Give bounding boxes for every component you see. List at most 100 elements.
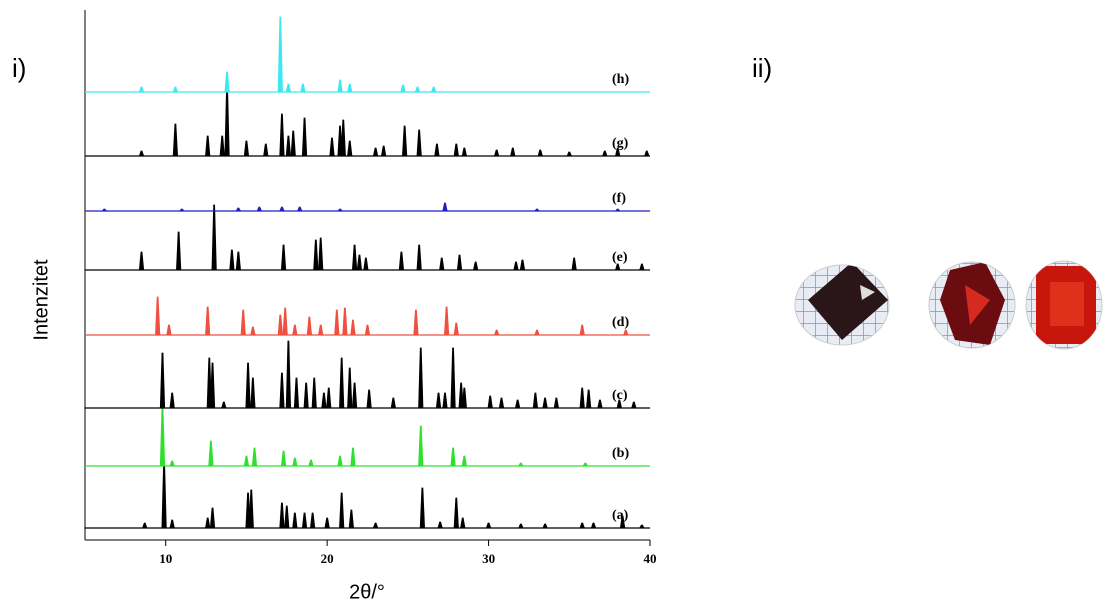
- peak: [356, 254, 363, 271]
- peak: [235, 207, 242, 212]
- panel-label: i): [12, 53, 26, 83]
- peak: [582, 462, 589, 467]
- peak: [280, 244, 287, 271]
- peak: [363, 257, 369, 271]
- series-label: (e): [612, 250, 628, 265]
- peak: [166, 324, 172, 336]
- series-label: (b): [612, 446, 629, 461]
- peak: [453, 497, 459, 529]
- peak: [324, 517, 330, 529]
- peak: [141, 522, 148, 529]
- peak: [461, 147, 468, 157]
- peak: [285, 135, 292, 157]
- peak: [519, 259, 526, 271]
- peak: [290, 130, 296, 157]
- peak: [450, 347, 456, 409]
- peak: [296, 206, 303, 212]
- peak: [351, 382, 358, 409]
- peak: [487, 395, 493, 409]
- peak: [340, 119, 346, 157]
- peak: [334, 309, 340, 336]
- peak: [101, 208, 108, 212]
- peak: [443, 306, 450, 336]
- peak: [219, 135, 225, 157]
- series-label: (d): [612, 315, 629, 330]
- peak: [532, 392, 539, 409]
- peak: [566, 151, 573, 157]
- peak: [350, 447, 356, 467]
- peak: [400, 84, 406, 93]
- peak: [301, 512, 308, 529]
- peak: [450, 447, 456, 467]
- peak: [263, 143, 269, 157]
- peak: [456, 254, 463, 271]
- x-axis-label: 2θ/°: [349, 581, 385, 603]
- peak: [418, 347, 424, 409]
- peak: [517, 462, 524, 467]
- peak: [161, 461, 167, 529]
- peak: [460, 517, 466, 529]
- peak: [285, 340, 292, 409]
- peak: [172, 86, 179, 93]
- peak: [418, 425, 424, 467]
- peak: [339, 357, 345, 409]
- peak: [402, 125, 408, 157]
- peak: [243, 140, 250, 157]
- peak: [251, 447, 258, 467]
- peak: [277, 314, 283, 336]
- series-label: (g): [612, 136, 629, 151]
- peak: [639, 524, 645, 529]
- peak: [235, 251, 241, 271]
- peak: [430, 86, 437, 93]
- peak: [240, 309, 246, 336]
- peak: [639, 263, 645, 271]
- peak: [318, 237, 324, 271]
- peak: [169, 392, 175, 409]
- peak: [347, 367, 353, 409]
- peak: [514, 399, 521, 409]
- peak: [282, 307, 288, 336]
- peak: [308, 459, 314, 467]
- peak: [159, 405, 166, 467]
- peak: [280, 450, 287, 467]
- peak: [306, 316, 313, 336]
- peak: [631, 401, 637, 409]
- peak: [138, 86, 145, 93]
- peak: [209, 362, 216, 409]
- peak: [372, 147, 379, 157]
- peak: [279, 502, 285, 529]
- peak: [250, 377, 256, 409]
- peak: [169, 460, 175, 467]
- peak: [461, 387, 467, 409]
- peak: [364, 324, 371, 336]
- x-tick-label: 10: [159, 551, 172, 566]
- peak: [380, 145, 387, 157]
- peak: [292, 457, 298, 467]
- peak: [155, 296, 161, 336]
- peak: [256, 206, 263, 212]
- peak: [318, 324, 324, 336]
- peak: [337, 455, 343, 467]
- peak: [336, 208, 344, 212]
- peak: [342, 307, 348, 336]
- peak: [172, 123, 179, 157]
- peak: [347, 140, 353, 157]
- series-label: (a): [612, 508, 629, 523]
- peak: [159, 352, 166, 409]
- x-tick-label: 20: [321, 551, 334, 566]
- peak: [321, 392, 327, 409]
- crystal-photo: [794, 264, 890, 346]
- peak: [205, 517, 211, 529]
- peak: [211, 204, 217, 271]
- peak: [619, 515, 626, 529]
- peak: [311, 377, 317, 409]
- peak: [442, 392, 448, 409]
- peak: [279, 113, 285, 157]
- peak: [221, 401, 227, 409]
- peak: [339, 492, 345, 529]
- peak: [313, 239, 319, 271]
- peak: [533, 208, 541, 212]
- peak: [623, 329, 629, 336]
- peak: [498, 397, 505, 409]
- peak: [472, 261, 479, 271]
